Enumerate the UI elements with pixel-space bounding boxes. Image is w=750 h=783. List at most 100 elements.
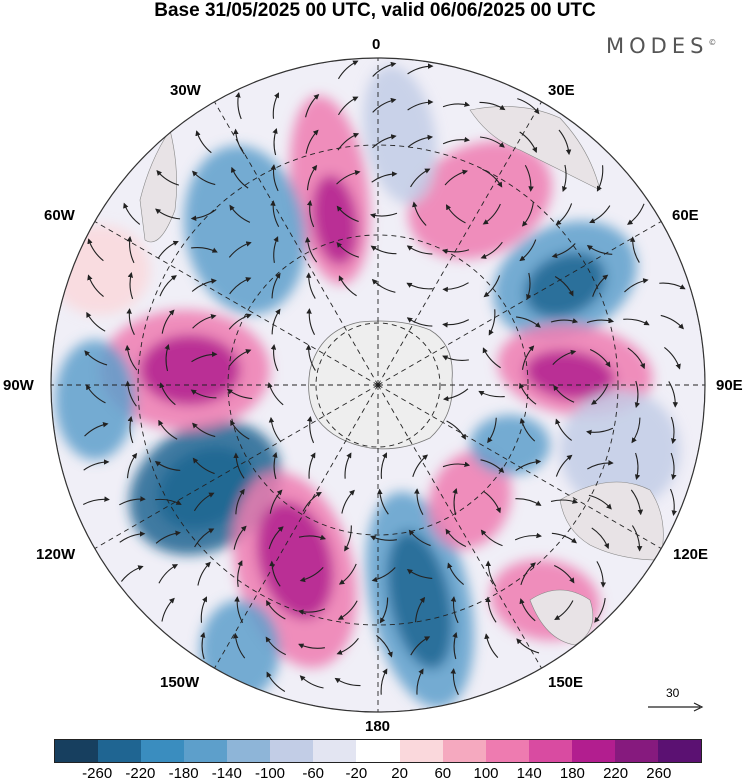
wind-arrow	[590, 383, 609, 405]
wind-arrow	[270, 164, 279, 192]
wind-arrow	[629, 236, 640, 263]
wind-arrow	[192, 170, 216, 186]
colorbar-segment	[442, 740, 486, 762]
colorbar-tick-label: 220	[603, 765, 629, 782]
wind-arrow	[553, 384, 575, 403]
wind-arrow	[444, 169, 469, 186]
wind-arrow	[302, 492, 322, 512]
wind-arrow	[558, 129, 572, 156]
wind-arrow	[119, 531, 146, 543]
wind-arrow	[554, 600, 574, 620]
wind-arrow	[414, 488, 424, 515]
wind-arrow	[230, 419, 250, 440]
wind-arrow	[306, 308, 316, 336]
meridian-line	[94, 384, 379, 549]
anomaly-region	[470, 415, 550, 475]
colorbar-segment	[657, 740, 701, 762]
wind-arrow	[195, 130, 212, 154]
colorbar-tick-label: -60	[302, 765, 325, 782]
colorbar-tick-label: 20	[391, 765, 408, 782]
wind-arrow	[587, 460, 614, 470]
wind-arrow	[406, 282, 433, 290]
wind-arrow	[306, 164, 318, 191]
anomaly-region	[51, 225, 150, 315]
wind-arrow	[338, 563, 357, 585]
wind-arrow	[154, 460, 181, 471]
wind-arrow	[159, 382, 176, 406]
wind-arrow	[588, 494, 612, 510]
wind-arrow	[555, 454, 573, 477]
wind-arrow	[230, 166, 249, 189]
wind-arrow	[126, 452, 138, 479]
wind-arrow	[446, 420, 466, 440]
wind-arrow	[479, 136, 505, 148]
lon-label-60e: 60E	[672, 207, 699, 224]
wind-arrow	[299, 567, 324, 583]
wind-arrow	[372, 134, 397, 149]
wind-arrow	[155, 208, 181, 220]
wind-arrow	[265, 636, 286, 656]
meridian-line	[377, 384, 662, 549]
wind-arrow	[272, 127, 278, 156]
wind-arrow	[370, 535, 397, 541]
wind-arrow	[407, 63, 434, 75]
wind-arrow	[235, 91, 242, 120]
lon-label-180: 180	[365, 718, 391, 735]
wind-arrow	[298, 534, 327, 540]
anomaly-region	[525, 350, 615, 400]
meridian-line	[377, 384, 542, 669]
anomaly-region	[363, 65, 437, 205]
wind-arrow	[442, 101, 471, 108]
anomaly-region	[428, 451, 512, 549]
wind-arrow	[482, 168, 503, 188]
wind-arrow	[515, 316, 541, 328]
wind-arrow	[670, 416, 677, 445]
wind-arrow	[87, 238, 104, 262]
wind-arrow	[624, 278, 649, 293]
lon-label-30e: 30E	[548, 82, 575, 99]
wind-arrow	[305, 272, 316, 299]
wind-vectors	[82, 60, 686, 696]
wind-arrow	[406, 245, 433, 255]
wind-arrow	[126, 308, 135, 336]
wind-arrow	[191, 246, 218, 253]
wind-arrow	[447, 562, 464, 585]
wind-arrow	[371, 278, 396, 293]
wind-arrow	[157, 240, 179, 259]
wind-arrow	[273, 236, 279, 263]
wind-arrow	[190, 389, 217, 399]
wind-arrow	[515, 498, 542, 506]
wind-arrow	[660, 314, 684, 330]
lon-label-90e: 90E	[716, 377, 743, 394]
wind-arrow	[380, 668, 388, 695]
colorbar-tick-label: -140	[211, 765, 242, 782]
anomaly-region	[140, 335, 240, 405]
wind-arrow	[125, 380, 137, 407]
wind-arrow	[304, 236, 318, 263]
wind-arrow	[266, 671, 286, 692]
wind-arrow	[623, 318, 650, 326]
wind-arrow	[630, 489, 644, 516]
brand-text: MODES	[606, 34, 709, 58]
wind-arrow	[380, 452, 388, 479]
wind-arrow	[412, 454, 429, 477]
wind-arrow	[554, 276, 574, 297]
wind-arrow	[515, 458, 542, 472]
wind-arrow	[268, 416, 282, 443]
wind-arrow	[416, 668, 424, 695]
wind-arrow	[372, 61, 397, 77]
meridian-line	[94, 221, 379, 386]
brand-mark: ©	[708, 38, 717, 47]
wind-arrow	[376, 634, 393, 658]
wind-arrow	[305, 129, 319, 154]
colorbar-segment	[98, 740, 142, 762]
wind-arrow	[119, 496, 146, 506]
wind-arrow	[482, 203, 501, 225]
wind-arrow	[377, 488, 389, 515]
wind-arrow	[634, 380, 641, 409]
wind-arrow	[336, 637, 359, 655]
wind-arrow	[229, 277, 252, 295]
wind-arrow	[445, 204, 466, 224]
colorbar-segment	[227, 740, 271, 762]
wind-arrow	[338, 275, 357, 297]
